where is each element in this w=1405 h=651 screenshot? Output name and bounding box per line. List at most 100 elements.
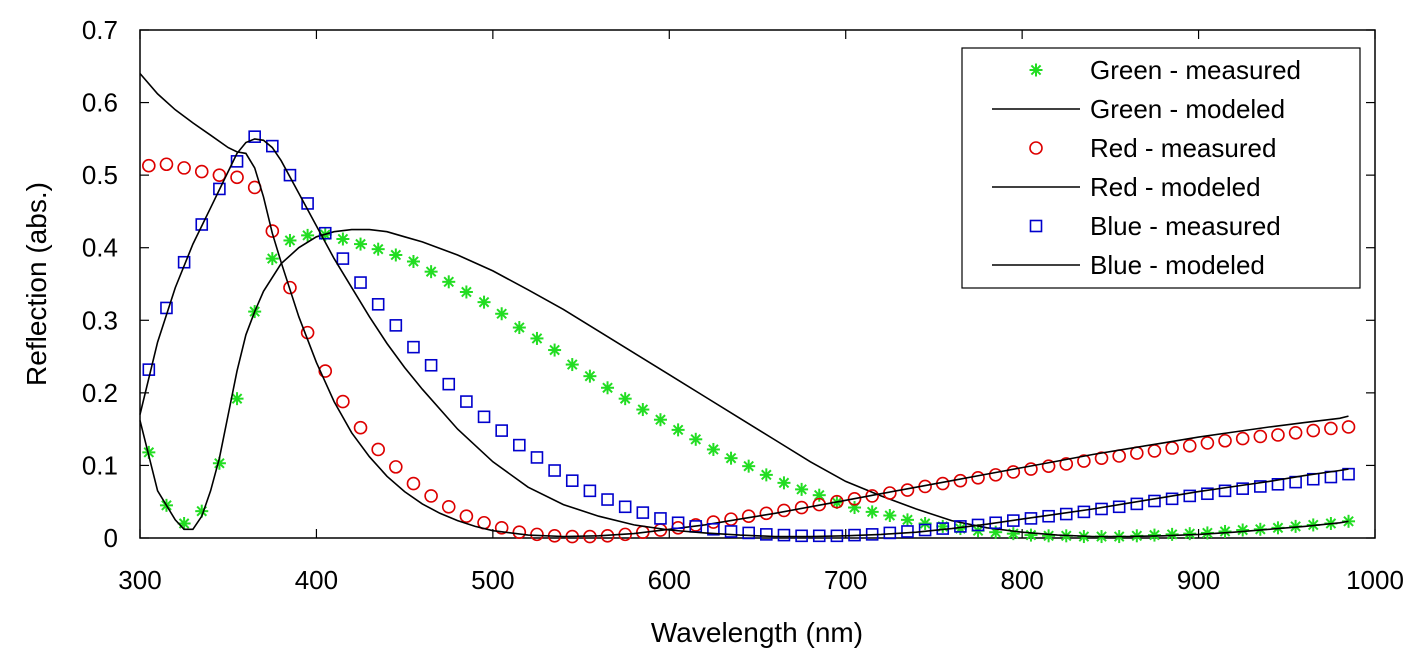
data-point: [512, 525, 527, 539]
y-tick-label: 0.6: [82, 88, 118, 118]
data-point: [459, 285, 473, 299]
series-green-modeled: [139, 228, 1349, 538]
data-point: [530, 331, 544, 345]
y-tick-label: 0.4: [82, 233, 118, 263]
data-point: [847, 492, 862, 506]
legend-entry: Red - modeled: [992, 172, 1261, 202]
x-tick-label: 800: [1000, 565, 1043, 595]
data-point: [213, 182, 226, 196]
data-point: [988, 468, 1003, 482]
data-point: [1254, 480, 1267, 493]
data-point: [601, 493, 614, 506]
legend-entry: Blue - measured: [1029, 211, 1281, 241]
data-point: [283, 168, 297, 182]
data-point: [336, 252, 350, 265]
data-point: [265, 252, 279, 266]
y-axis-title: Reflection (abs.): [21, 182, 52, 386]
data-point: [159, 157, 174, 172]
y-tick-label: 0: [104, 523, 118, 553]
data-point: [671, 516, 685, 530]
data-point: [389, 460, 403, 474]
data-point: [706, 442, 720, 456]
x-axis-title: Wavelength (nm): [651, 617, 863, 648]
legend-entry: Red - measured: [1029, 133, 1276, 163]
legend: Green - measured Green - modeled Red - mea…: [961, 47, 1361, 289]
data-point: [1235, 431, 1250, 446]
data-point: [460, 395, 473, 408]
data-point: [512, 321, 526, 335]
data-point: [195, 218, 209, 231]
data-point: [1041, 459, 1056, 473]
legend-label: Red - modeled: [1090, 172, 1261, 202]
data-point: [724, 525, 738, 538]
data-point: [513, 438, 526, 452]
data-point: [742, 459, 756, 473]
data-point: [1024, 462, 1038, 476]
data-point: [1201, 487, 1214, 501]
series-line: [139, 138, 1349, 538]
data-point: [424, 358, 438, 372]
data-point: [1253, 429, 1268, 444]
data-point: [777, 476, 791, 490]
data-point: [442, 377, 456, 391]
x-tick-label: 900: [1177, 565, 1220, 595]
data-point: [530, 527, 544, 542]
data-point: [548, 464, 561, 477]
legend-entry: Green - measured: [1029, 55, 1301, 85]
data-point: [1059, 457, 1074, 471]
data-point: [1130, 497, 1144, 511]
data-point: [548, 343, 562, 357]
data-point: [266, 139, 279, 153]
data-point: [936, 519, 950, 533]
data-point: [1342, 467, 1355, 481]
series-layer: [139, 72, 1356, 544]
data-point: [142, 158, 156, 173]
data-point: [354, 276, 367, 289]
data-point: [1271, 428, 1285, 442]
data-point: [653, 413, 667, 427]
data-point: [565, 474, 579, 487]
data-point: [371, 242, 385, 256]
data-point: [636, 506, 650, 519]
data-point: [177, 161, 191, 175]
data-point: [495, 307, 509, 321]
data-point: [212, 168, 227, 182]
data-point: [459, 509, 474, 524]
data-point: [477, 295, 491, 309]
data-point: [336, 394, 350, 409]
data-point: [971, 470, 985, 485]
legend-label: Red - measured: [1090, 133, 1276, 163]
data-point: [1006, 527, 1020, 541]
data-point: [1306, 423, 1321, 438]
data-point: [424, 489, 438, 503]
data-point: [654, 512, 667, 525]
data-point: [406, 476, 421, 491]
data-point: [1112, 500, 1126, 514]
series-line: [139, 72, 1349, 538]
data-point: [283, 280, 297, 295]
data-point: [494, 521, 509, 535]
data-point: [1029, 63, 1043, 77]
data-point: [530, 451, 544, 464]
data-point: [1271, 477, 1285, 491]
data-point: [1006, 465, 1021, 479]
y-axis-tick-labels: 0 0.1 0.2 0.3 0.4 0.5 0.6 0.7: [82, 15, 118, 553]
data-point: [583, 484, 597, 498]
data-point: [883, 509, 897, 523]
data-point: [1288, 425, 1303, 440]
data-point: [707, 522, 720, 536]
data-point: [230, 170, 244, 185]
data-point: [230, 155, 244, 168]
data-point: [354, 237, 368, 251]
data-point: [618, 392, 632, 406]
data-point: [760, 528, 773, 541]
data-point: [230, 392, 244, 406]
data-point: [407, 340, 420, 354]
data-point: [194, 164, 209, 179]
data-point: [318, 364, 333, 378]
data-point: [1183, 489, 1197, 503]
data-point: [1341, 420, 1356, 434]
data-point: [371, 298, 385, 311]
data-point: [424, 265, 438, 279]
